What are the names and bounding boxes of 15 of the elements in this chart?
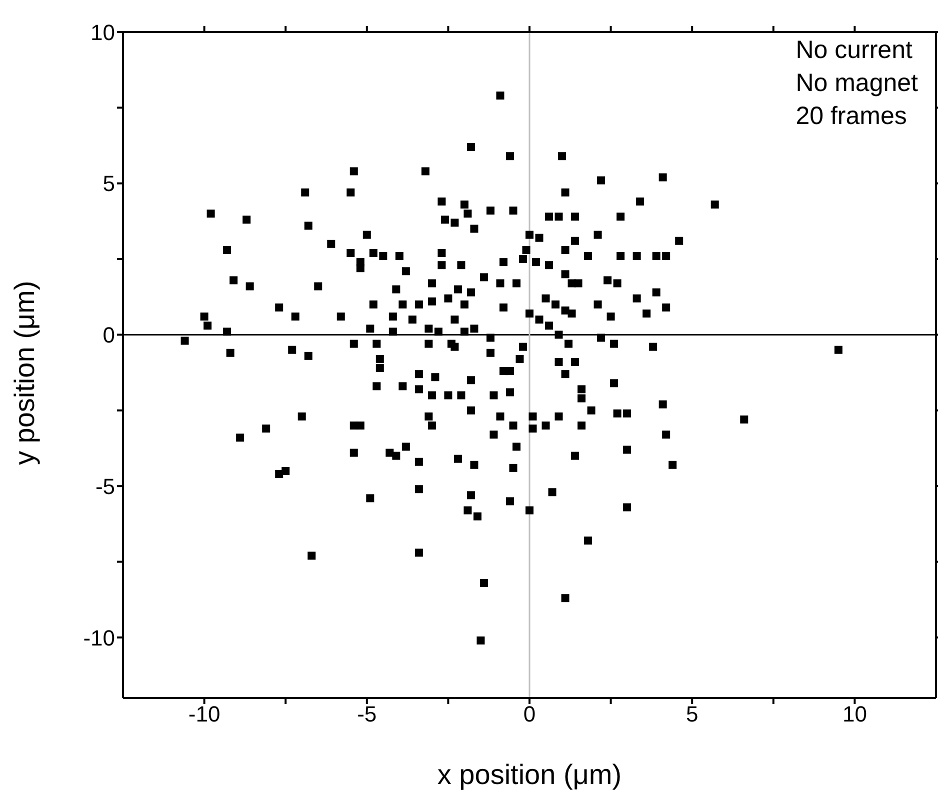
- x-tick-label: 10: [842, 702, 867, 727]
- annotation: No magnet: [796, 68, 918, 99]
- x-tick-label: 0: [523, 702, 536, 727]
- y-tick-label: -5: [95, 474, 115, 499]
- annotation: No current: [796, 35, 914, 66]
- x-tick-label: 5: [686, 702, 698, 727]
- x-axis-title: x position (μm): [437, 759, 622, 790]
- y-tick-label: -10: [83, 625, 115, 650]
- y-tick-label: 10: [90, 20, 115, 45]
- annotation: 20 frames: [796, 101, 908, 132]
- x-tick-label: -5: [357, 702, 377, 727]
- y-tick-label: 0: [102, 322, 115, 348]
- x-tick-label: -10: [188, 702, 220, 727]
- y-axis-title: y position (μm): [8, 280, 40, 465]
- y-tick-label: 5: [102, 171, 115, 196]
